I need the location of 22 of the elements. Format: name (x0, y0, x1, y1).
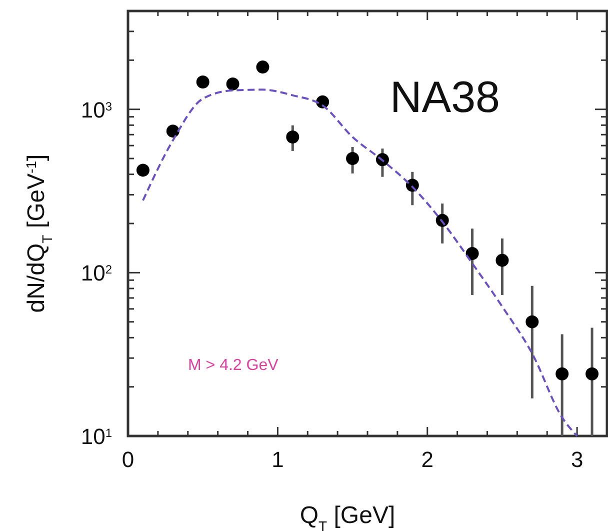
x-axis-title: Q$_{T}$ [GeV] (300, 502, 396, 531)
x-tick-label: 3 (570, 447, 584, 472)
point (586, 367, 599, 380)
x-tick-label: 1 (272, 447, 284, 472)
point (496, 254, 509, 267)
annotation: NA38 (390, 73, 500, 122)
y-tick-label: 10$^{1}$ (80, 424, 112, 449)
point (346, 152, 360, 166)
point (466, 247, 479, 260)
point (256, 60, 270, 74)
annotation: M > 4.2 GeV (188, 357, 279, 374)
point (286, 130, 300, 144)
x-tick-label: 0 (122, 447, 134, 472)
point (196, 76, 210, 89)
y-tick-label: 10$^{3}$ (80, 97, 112, 122)
point (526, 315, 539, 328)
point (136, 164, 150, 177)
y-tick-label: 10$^{2}$ (80, 260, 112, 286)
point (166, 124, 180, 138)
x-tick-label: 2 (421, 447, 434, 472)
point (226, 77, 240, 90)
point (556, 367, 569, 380)
